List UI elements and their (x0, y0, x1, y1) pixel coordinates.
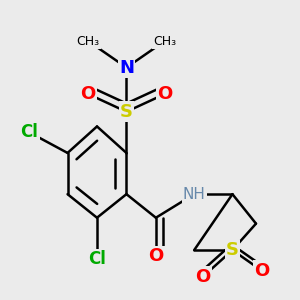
Text: O: O (195, 268, 211, 286)
Text: CH₃: CH₃ (153, 34, 176, 48)
Text: S: S (226, 241, 239, 259)
Text: O: O (254, 262, 269, 280)
Text: S: S (120, 103, 133, 121)
Text: Cl: Cl (20, 123, 38, 141)
Text: NH: NH (183, 187, 206, 202)
Text: O: O (80, 85, 96, 103)
Text: N: N (119, 58, 134, 76)
Text: CH₃: CH₃ (76, 34, 100, 48)
Text: O: O (157, 85, 172, 103)
Text: O: O (148, 247, 164, 265)
Text: Cl: Cl (88, 250, 106, 268)
